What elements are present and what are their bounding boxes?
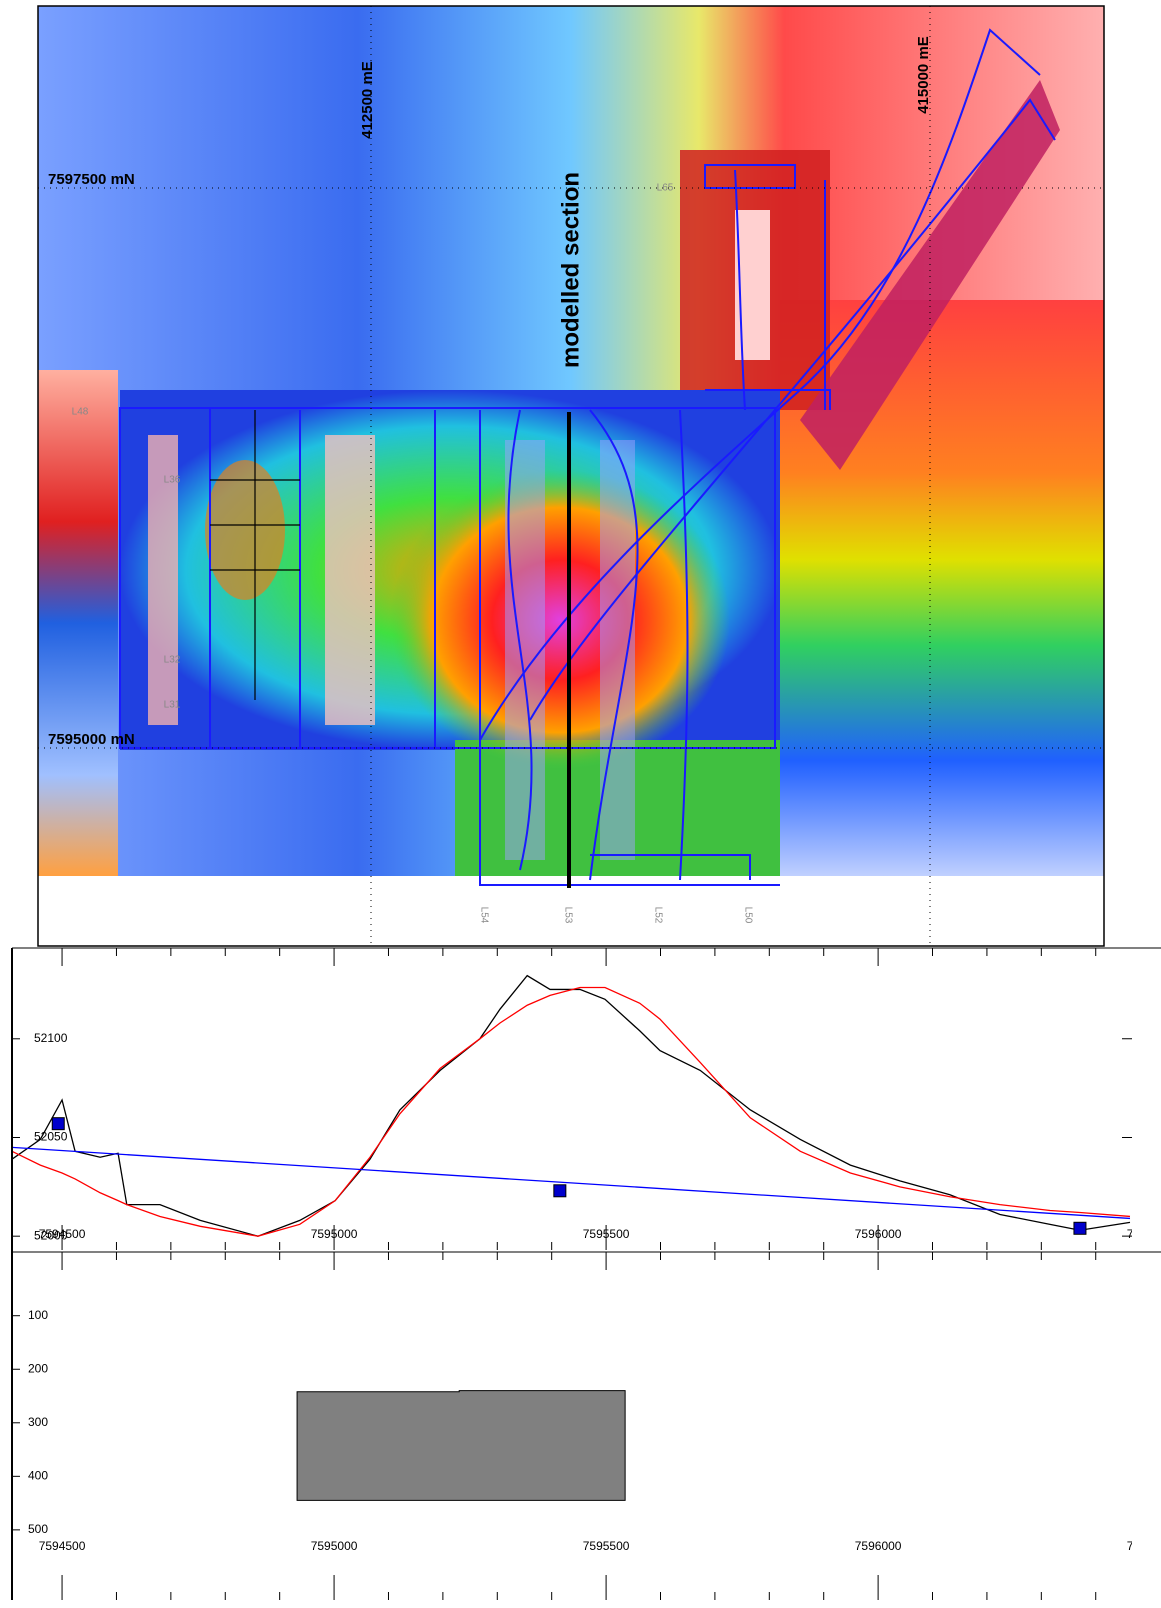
northing-label: 7595000 mN bbox=[48, 731, 135, 748]
station bbox=[1074, 1222, 1086, 1234]
y-tick-label: 52050 bbox=[34, 1130, 68, 1144]
x-tick-label: 7595500 bbox=[583, 1539, 630, 1553]
line-label: L65 bbox=[657, 183, 674, 194]
line-label: L36 bbox=[164, 475, 181, 486]
y-tick-label: 100 bbox=[28, 1308, 48, 1322]
x-tick-label: 7595000 bbox=[311, 1227, 358, 1241]
x-tick-label: 7595500 bbox=[583, 1227, 630, 1241]
line-label: L32 bbox=[164, 655, 181, 666]
line-label: L53 bbox=[562, 907, 573, 924]
station bbox=[52, 1118, 64, 1130]
profile: 7594500 7595000 7595500 7596000 7596500 52000… bbox=[12, 948, 1161, 1600]
y-tick-label: 300 bbox=[28, 1415, 48, 1429]
map-image bbox=[38, 6, 1104, 946]
northing-label: 7597500 mN bbox=[48, 171, 135, 188]
x-tick-label: 7596000 bbox=[855, 1539, 902, 1553]
easting-label: 412500 mE bbox=[359, 61, 376, 139]
line-label: L52 bbox=[652, 907, 663, 924]
x-tick-label: 7596500 bbox=[1127, 1227, 1161, 1241]
station bbox=[554, 1185, 566, 1197]
x-tick-label: 7594500 bbox=[39, 1539, 86, 1553]
x-tick-label: 7596000 bbox=[855, 1227, 902, 1241]
y-tick-label: 400 bbox=[28, 1468, 48, 1482]
profile-line bbox=[12, 987, 1130, 1236]
easting-label: 415000 mE bbox=[915, 36, 932, 114]
y-tick-label: 52100 bbox=[34, 1031, 68, 1045]
line-label: L50 bbox=[742, 907, 753, 924]
y-tick-label: 200 bbox=[28, 1361, 48, 1375]
y-tick-label: 500 bbox=[28, 1522, 48, 1536]
line-label: L48 bbox=[72, 407, 89, 418]
profile-line bbox=[12, 1147, 1130, 1218]
screen: 7597500 mN 7595000 mN 412500 mE 415000 m… bbox=[0, 0, 1161, 1608]
y-tick-label: 52000 bbox=[34, 1228, 68, 1242]
profile-line bbox=[12, 976, 1130, 1237]
model-body bbox=[297, 1391, 625, 1501]
line-label: L54 bbox=[478, 907, 489, 924]
line-label: L31 bbox=[164, 700, 181, 711]
x-tick-label: 7595000 bbox=[311, 1539, 358, 1553]
section-annotation: modelled section bbox=[557, 172, 584, 368]
page: 7597500 mN 7595000 mN 412500 mE 415000 m… bbox=[0, 0, 1161, 1608]
x-tick-label: 7596500 bbox=[1127, 1539, 1161, 1553]
